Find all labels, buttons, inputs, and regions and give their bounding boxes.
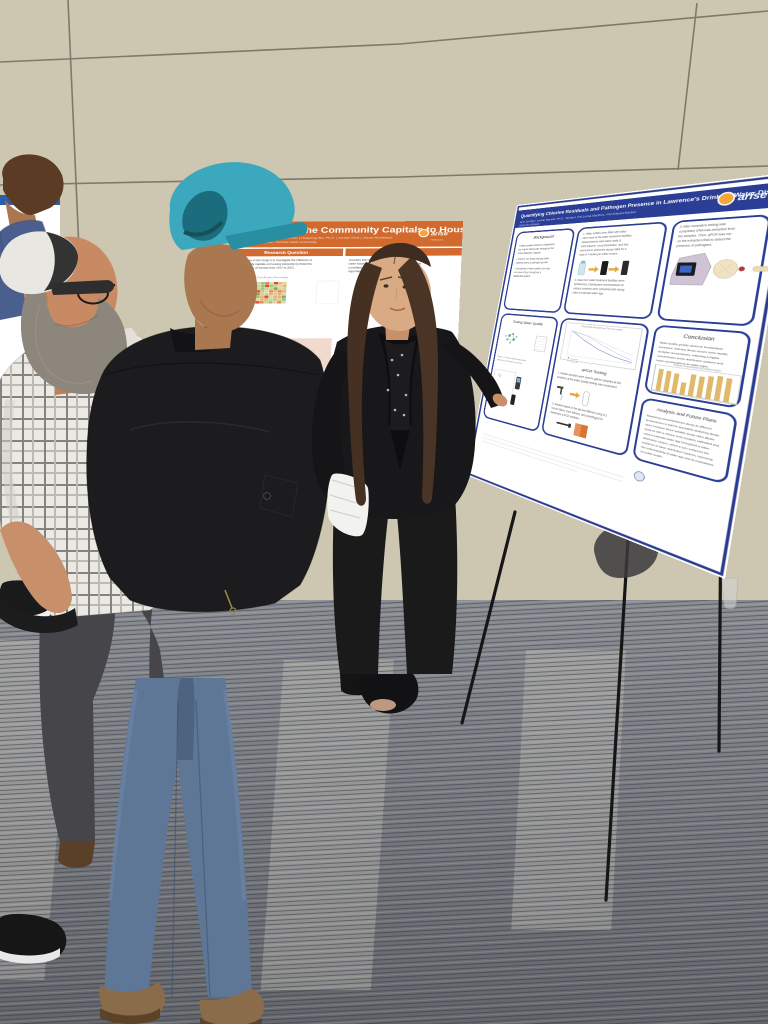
svg-text:correlated with greater instab: correlated with greater instability, hig… (348, 266, 414, 270)
svg-text:The purpose of this study is t: The purpose of this study is to investig… (235, 258, 312, 262)
svg-text:importance of community resour: importance of community resources. (348, 269, 397, 273)
svg-text:Figure 1. Rent Cost Burden Per: Figure 1. Rent Cost Burden Percentage (238, 276, 289, 279)
svg-text:Connecting the Community Capit: Connecting the Community Capitals to Hou… (241, 225, 463, 235)
svg-text:Research Question: Research Question (264, 250, 309, 255)
svg-text:Counties that had higher socia: Counties that had higher social capital … (349, 258, 427, 262)
svg-text:arise: arise (431, 231, 449, 237)
svg-text:University of Illinois, Thomas: University of Illinois, Thomas State Uni… (240, 240, 317, 244)
svg-text:at the counties of Kansas from: at the counties of Kansas from 2017 to 2… (234, 266, 295, 270)
svg-text:Figure 2. Coheart Analysis: Figure 2. Coheart Analysis (230, 333, 265, 336)
svg-text:Results: Results (395, 250, 413, 255)
svg-text:the community capitals on hous: the community capitals on housing insecu… (235, 262, 313, 266)
svg-text:lower housing insecurity, whil: lower housing insecurity, while lower ec… (349, 262, 422, 266)
svg-text:SPIGS III: SPIGS III (431, 239, 443, 242)
